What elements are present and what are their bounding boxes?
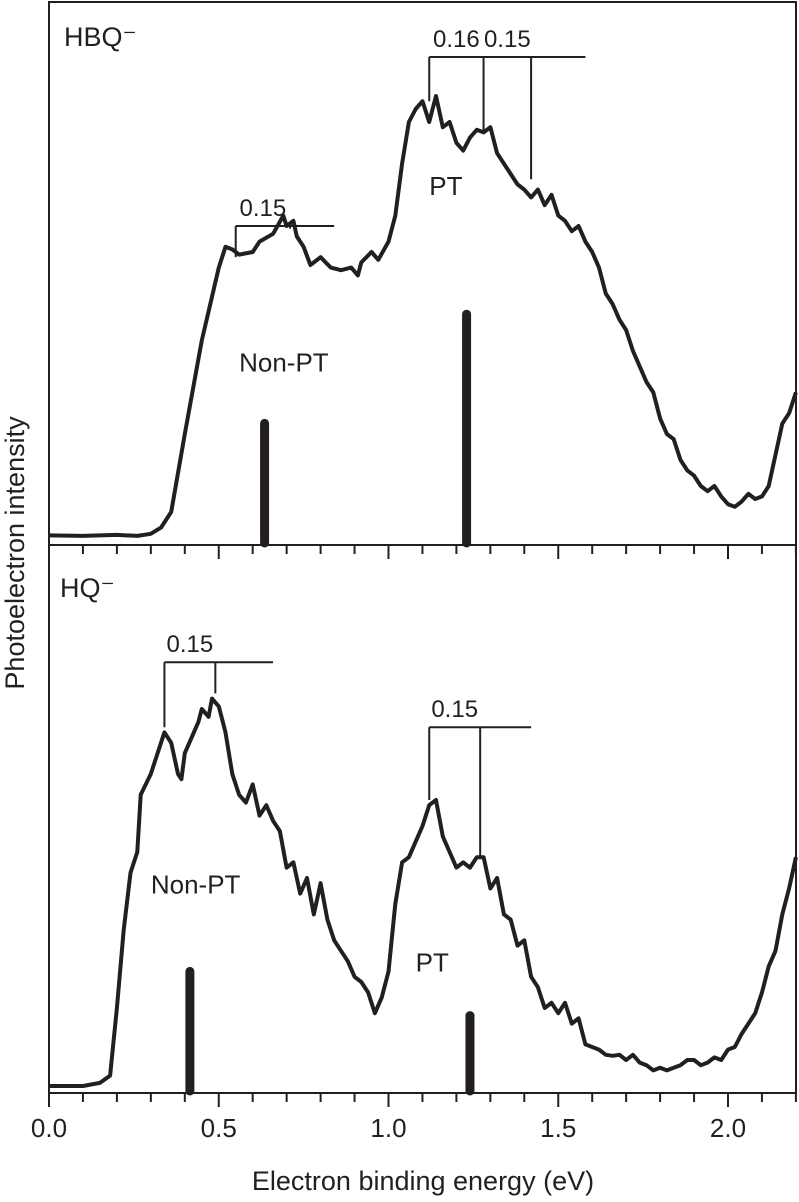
peak-label: Non-PT (151, 870, 241, 900)
spacing-label: 0.15 (431, 696, 478, 723)
x-tick-label: 0.0 (31, 1113, 67, 1143)
spacing-label: 0.16 (433, 26, 480, 53)
spectrum-line (49, 696, 798, 1088)
panel-title-hq: HQ⁻ (60, 573, 115, 603)
plot-frame (48, 544, 797, 1094)
panel-title-hbq: HBQ⁻ (64, 22, 137, 52)
x-tick-label: 1.5 (540, 1113, 576, 1143)
spectrum-line (48, 94, 798, 538)
peak-label: PT (429, 171, 462, 201)
x-tick-label: 0.5 (201, 1113, 237, 1143)
spacing-label: 0.15 (484, 26, 531, 53)
spectrum-curves (48, 94, 798, 1088)
spacing-label: 0.15 (167, 631, 214, 658)
x-tick-label: 2.0 (710, 1113, 746, 1143)
x-tick-label: 1.0 (370, 1113, 406, 1143)
y-axis-label: Photoelectron intensity (0, 416, 30, 690)
peak-label: PT (416, 948, 449, 978)
vibrational-progressions (163, 56, 586, 858)
x-axis-ticks (48, 545, 797, 1107)
stick-spectra (185, 309, 475, 1096)
x-axis-label: Electron binding energy (eV) (252, 1166, 594, 1196)
spacing-label: 0.15 (240, 195, 287, 222)
peak-label: Non-PT (239, 348, 329, 378)
